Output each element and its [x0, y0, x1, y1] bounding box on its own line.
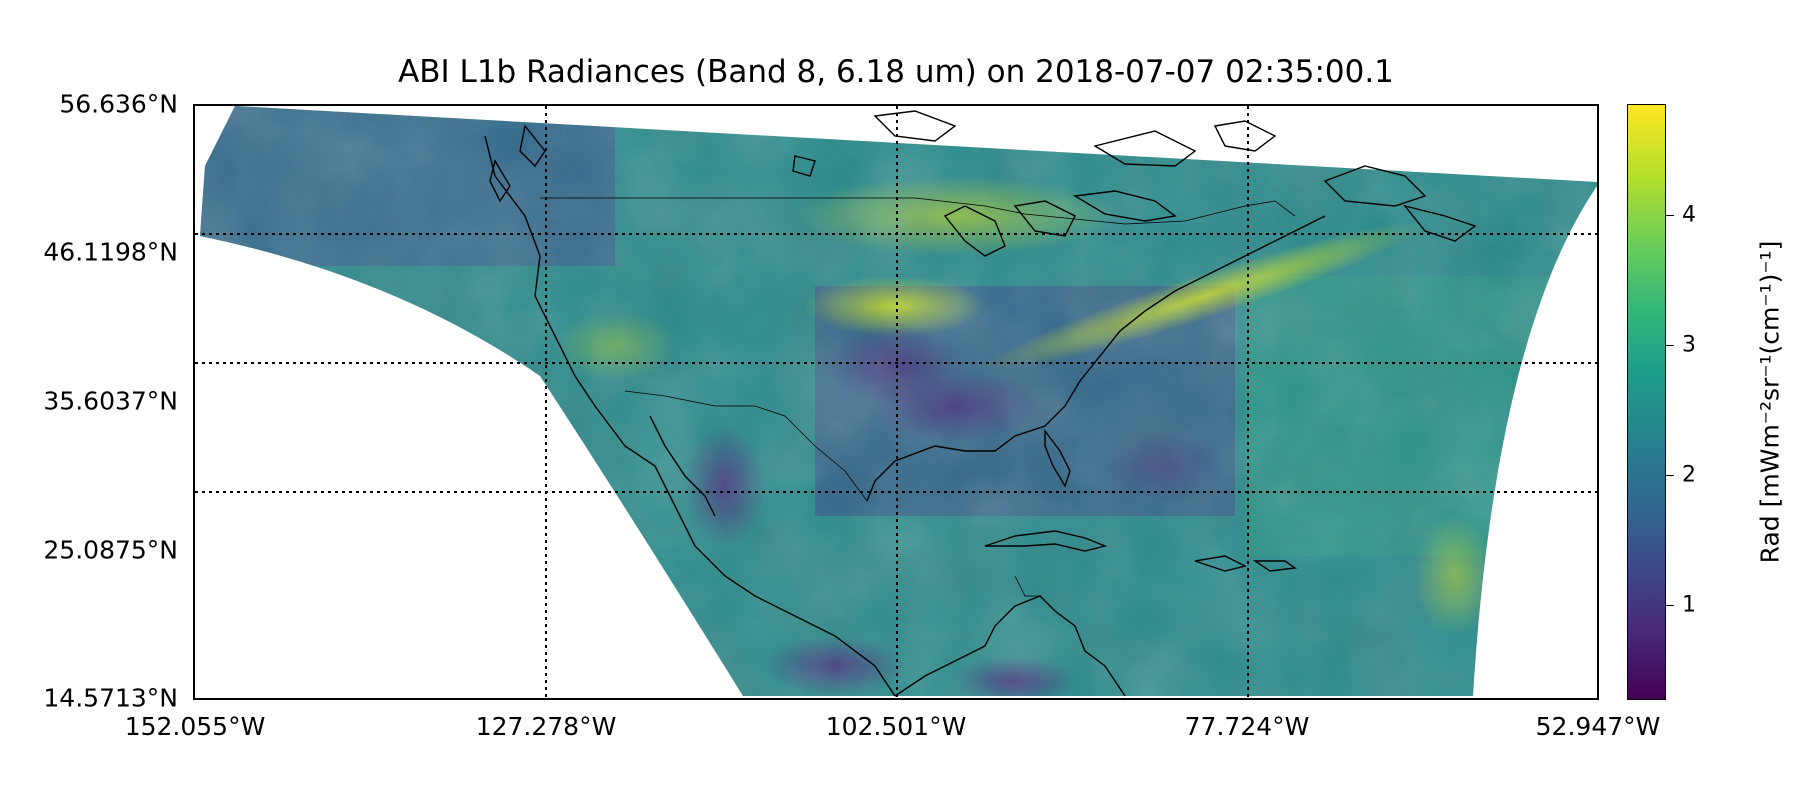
radiance-map	[195, 106, 1597, 698]
colorbar-tick-1	[1666, 605, 1674, 606]
colorbar-label: Rad [mWm⁻²sr⁻¹(cm⁻¹)⁻¹]	[1756, 241, 1785, 564]
map-title: ABI L1b Radiances (Band 8, 6.18 um) on 2…	[193, 54, 1599, 90]
lon-label-2: 127.278°W	[476, 712, 617, 741]
lat-label-bottom: 14.5713°N	[43, 684, 178, 713]
lat-label-4: 25.0875°N	[43, 536, 178, 565]
lon-label-3: 102.501°W	[826, 712, 967, 741]
lat-label-2: 46.1198°N	[43, 238, 178, 267]
colorbar-tick-3	[1666, 345, 1674, 346]
colorbar-tick-label-4: 4	[1682, 203, 1696, 228]
lon-label-5: 52.947°W	[1536, 712, 1661, 741]
colorbar-tick-label-1: 1	[1682, 593, 1696, 618]
lon-label-4: 77.724°W	[1185, 712, 1310, 741]
colorbar-tick-label-3: 3	[1682, 333, 1696, 358]
colorbar	[1627, 104, 1666, 700]
colorbar-tick-label-2: 2	[1682, 463, 1696, 488]
lat-label-3: 35.6037°N	[43, 387, 178, 416]
lon-label-1: 152.055°W	[125, 712, 266, 741]
colorbar-tick-4	[1666, 215, 1674, 216]
colorbar-tick-2	[1666, 475, 1674, 476]
lat-label-top: 56.636°N	[59, 90, 178, 119]
map-area[interactable]	[193, 104, 1599, 700]
